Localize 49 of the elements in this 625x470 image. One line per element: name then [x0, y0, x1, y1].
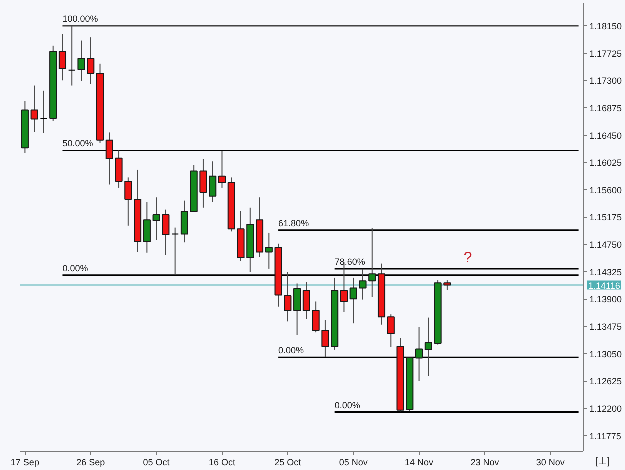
y-tick-label: 1.15600 — [590, 185, 622, 196]
ref-line-label: 1.14116 — [588, 280, 620, 291]
y-tick-label: 1.11775 — [590, 431, 622, 442]
candlestick — [30, 85, 38, 133]
series-label: 61.80% — [278, 218, 310, 228]
candlestick — [424, 317, 432, 377]
candlestick — [180, 200, 188, 244]
candlestick — [416, 326, 424, 382]
x-tick-label: 16 Oct — [208, 458, 236, 468]
series-label: 0.00% — [334, 400, 360, 410]
candlestick — [143, 202, 151, 254]
x-tick-label: 26 Sep — [76, 458, 106, 468]
candlestick — [124, 177, 132, 226]
x-tick-label: 30 Nov — [536, 458, 566, 468]
candlestick — [302, 282, 310, 320]
candlestick — [294, 283, 302, 336]
y-tick-label: 1.16025 — [590, 158, 622, 168]
annotation: ? — [464, 249, 472, 266]
y-tick-label: 1.17300 — [590, 76, 622, 86]
y-tick-label: 1.13475 — [590, 322, 622, 332]
y-tick-label: 1.13900 — [590, 294, 622, 305]
y-tick-label: 1.17725 — [590, 48, 622, 59]
x-tick-label: 14 Nov — [405, 458, 434, 468]
candlestick — [284, 272, 292, 322]
x-tick-label: 23 Nov — [470, 458, 500, 468]
y-tick-label: 1.12200 — [590, 404, 622, 414]
series-label: 78.60% — [334, 256, 366, 267]
y-tick-label: 1.16875 — [590, 103, 622, 114]
y-tick-label: 1.14325 — [590, 267, 622, 278]
y-tick-label: 1.12625 — [590, 376, 622, 387]
y-tick-label: 1.13050 — [590, 349, 622, 360]
x-tick-label: 17 Sep — [10, 458, 40, 468]
text: [⊥] — [596, 456, 610, 468]
candlestick — [218, 150, 226, 188]
y-tick-label: 1.16450 — [590, 130, 622, 141]
y-tick-label: 1.15175 — [590, 212, 622, 223]
y-tick-label: 1.18150 — [590, 21, 622, 32]
x-tick-label: 05 Nov — [339, 458, 368, 468]
candlestick — [40, 90, 48, 134]
y-tick-label: 1.14750 — [590, 240, 622, 250]
series-label: 0.00% — [278, 346, 304, 356]
candlestick — [387, 314, 395, 348]
series-label: 50.00% — [62, 138, 94, 149]
x-tick-label: 25 Oct — [274, 458, 302, 468]
candlestick — [265, 232, 273, 270]
series-label: 100.00% — [62, 14, 98, 24]
x-tick-label: 05 Oct — [143, 458, 170, 468]
series-label: 0.00% — [62, 263, 88, 274]
candlestick — [58, 34, 67, 82]
